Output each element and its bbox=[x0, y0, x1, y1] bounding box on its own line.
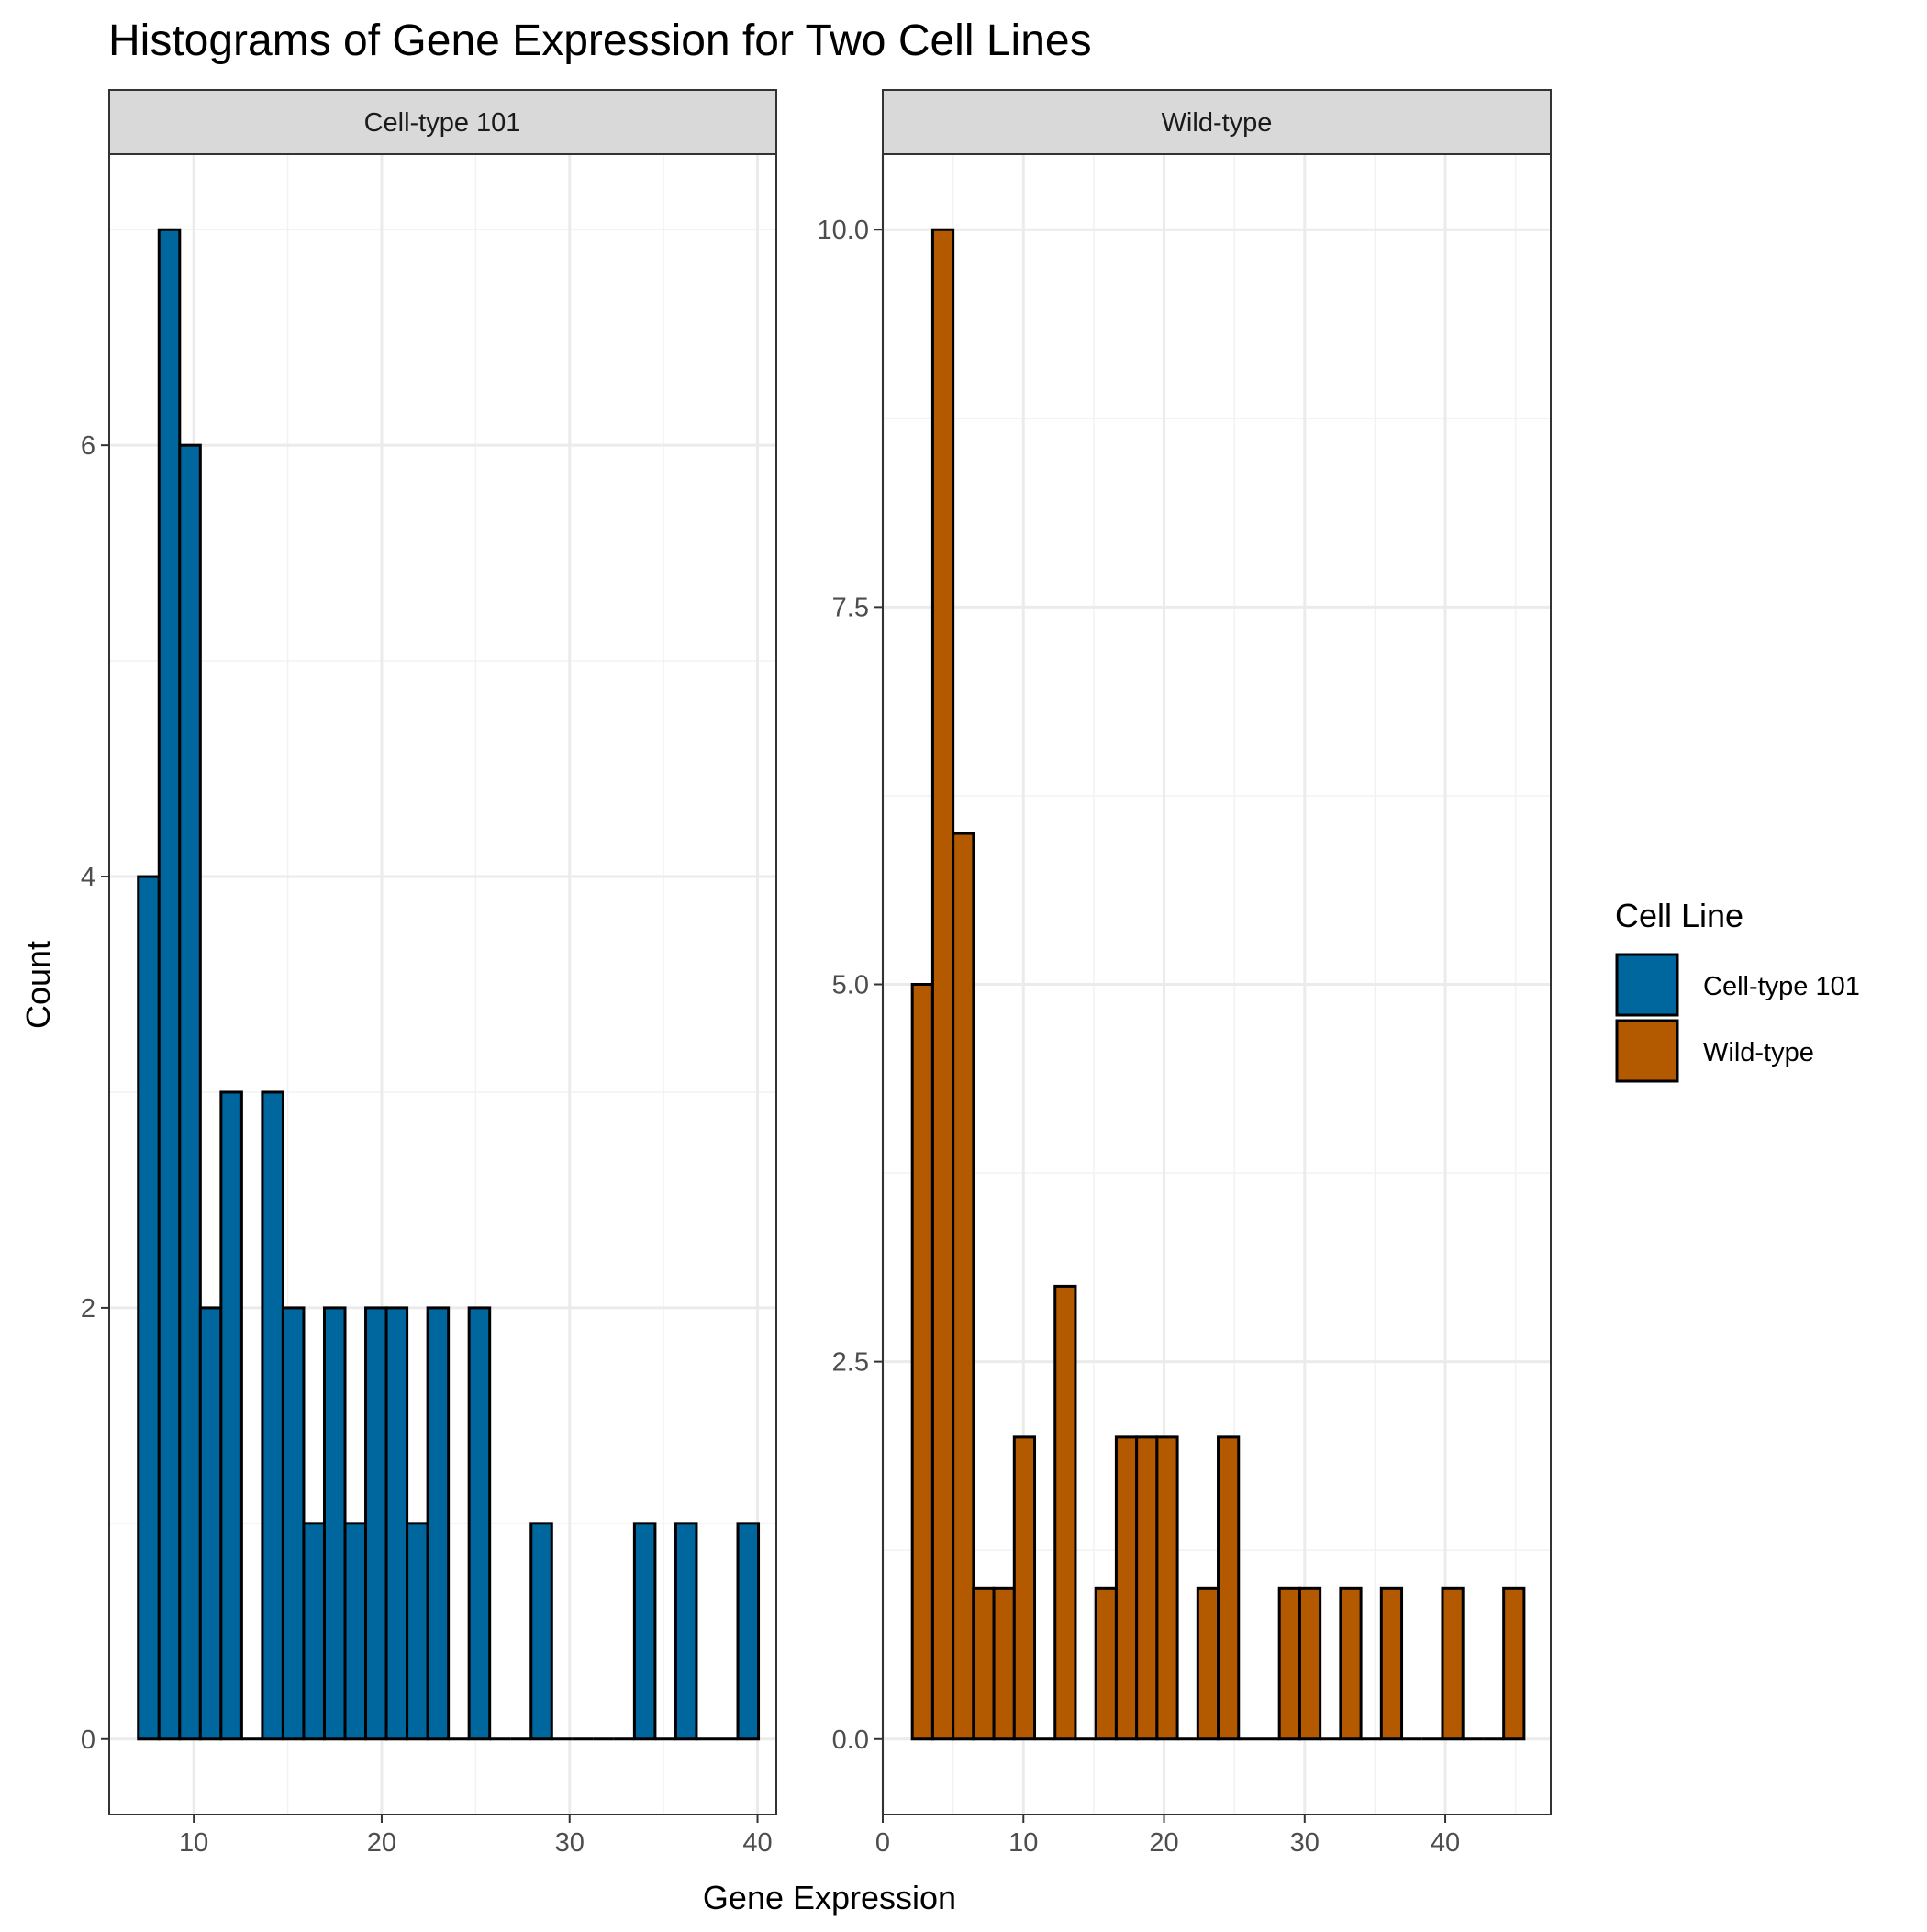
x-tick-label: 40 bbox=[742, 1828, 772, 1858]
x-tick-label: 40 bbox=[1431, 1828, 1460, 1858]
x-axis-title: Gene Expression bbox=[703, 1879, 956, 1916]
strip-label: Cell-type 101 bbox=[364, 108, 521, 138]
histogram-bar bbox=[1298, 1586, 1322, 1741]
histogram-bar bbox=[910, 983, 934, 1741]
histogram-bar bbox=[198, 1306, 223, 1741]
histogram-bar bbox=[632, 1522, 657, 1741]
legend-label-wild-type: Wild-type bbox=[1703, 1038, 1814, 1067]
y-tick-label: 7.5 bbox=[832, 593, 869, 622]
histogram-bar bbox=[406, 1522, 429, 1741]
histogram-bar bbox=[972, 1586, 996, 1741]
histogram-bar bbox=[1277, 1586, 1301, 1741]
histogram-bar bbox=[467, 1306, 492, 1741]
histogram-bar bbox=[343, 1522, 368, 1741]
histogram-bar bbox=[1094, 1586, 1118, 1741]
strip-background bbox=[108, 89, 777, 155]
histogram-bar bbox=[992, 1586, 1016, 1741]
panel-cell-type-101: Cell-type 101 10 20 30 40 0 2 4 6 bbox=[81, 89, 777, 1858]
histogram-bar bbox=[1441, 1586, 1465, 1741]
x-tick-label: 30 bbox=[1290, 1828, 1320, 1858]
strip-label: Wild-type bbox=[1162, 108, 1273, 138]
x-tick-label: 20 bbox=[367, 1828, 396, 1858]
y-tick-label: 2.5 bbox=[832, 1348, 869, 1378]
y-tick-label: 5.0 bbox=[832, 971, 869, 1000]
x-tick-label: 10 bbox=[179, 1828, 208, 1858]
histogram-bar bbox=[157, 228, 182, 1741]
histogram-bar bbox=[364, 1306, 388, 1741]
histogram-bar bbox=[1217, 1435, 1241, 1741]
histogram-bar bbox=[1155, 1435, 1179, 1741]
histogram-bar bbox=[1135, 1435, 1159, 1741]
histogram-bar bbox=[930, 228, 955, 1741]
y-tick-label: 4 bbox=[81, 863, 95, 892]
x-tick-label: 10 bbox=[1008, 1828, 1038, 1858]
panel-axes: 0 10 20 30 40 0.0 2.5 5.0 7.5 10.0 bbox=[818, 216, 1461, 1858]
legend-label-cell-type-101: Cell-type 101 bbox=[1703, 972, 1860, 1001]
legend-title: Cell Line bbox=[1615, 897, 1743, 934]
histogram-bars bbox=[137, 228, 761, 1741]
y-axis-title: Count bbox=[19, 941, 57, 1029]
histogram-bar bbox=[137, 875, 161, 1741]
strip-background bbox=[882, 89, 1552, 155]
histogram-bar bbox=[322, 1306, 347, 1741]
histogram-bar bbox=[426, 1306, 451, 1741]
histogram-bar bbox=[302, 1522, 326, 1741]
histogram-bar bbox=[529, 1522, 553, 1741]
y-tick-label: 0 bbox=[81, 1725, 95, 1755]
legend: Cell Line Cell-type 101 Wild-type bbox=[1615, 897, 1860, 1083]
histogram-bar bbox=[219, 1090, 243, 1741]
y-tick-label: 0.0 bbox=[832, 1725, 869, 1755]
legend-key-wild-type bbox=[1615, 1019, 1679, 1083]
histogram-bar bbox=[1379, 1586, 1404, 1741]
panel-axes: 10 20 30 40 0 2 4 6 bbox=[81, 431, 773, 1858]
histogram-bar bbox=[178, 443, 202, 1741]
y-tick-label: 2 bbox=[81, 1294, 95, 1323]
histogram-bar bbox=[261, 1090, 284, 1741]
histogram-bar bbox=[1114, 1435, 1139, 1741]
legend-key-cell-type-101 bbox=[1615, 953, 1679, 1017]
histogram-bar bbox=[952, 832, 975, 1741]
y-tick-label: 10.0 bbox=[818, 216, 869, 245]
chart-title: Histograms of Gene Expression for Two Ce… bbox=[108, 17, 1092, 65]
histogram-bar bbox=[384, 1306, 409, 1741]
x-tick-label: 30 bbox=[555, 1828, 585, 1858]
y-tick-label: 6 bbox=[81, 431, 95, 461]
histogram-bar bbox=[1196, 1586, 1220, 1741]
histogram-bar bbox=[281, 1306, 306, 1741]
panel-wild-type: Wild-type 0 10 20 30 40 0.0 2.5 5.0 7.5 10.0 bbox=[818, 89, 1552, 1858]
histogram-bars bbox=[910, 228, 1526, 1741]
histogram-bar bbox=[1053, 1284, 1077, 1741]
histogram-bar bbox=[1502, 1586, 1526, 1741]
histogram-bar bbox=[674, 1522, 698, 1741]
histogram-bar bbox=[1339, 1586, 1363, 1741]
x-tick-label: 20 bbox=[1149, 1828, 1178, 1858]
x-tick-label: 0 bbox=[875, 1828, 890, 1858]
histogram-bar bbox=[736, 1522, 761, 1741]
histogram-bar bbox=[1012, 1435, 1037, 1741]
